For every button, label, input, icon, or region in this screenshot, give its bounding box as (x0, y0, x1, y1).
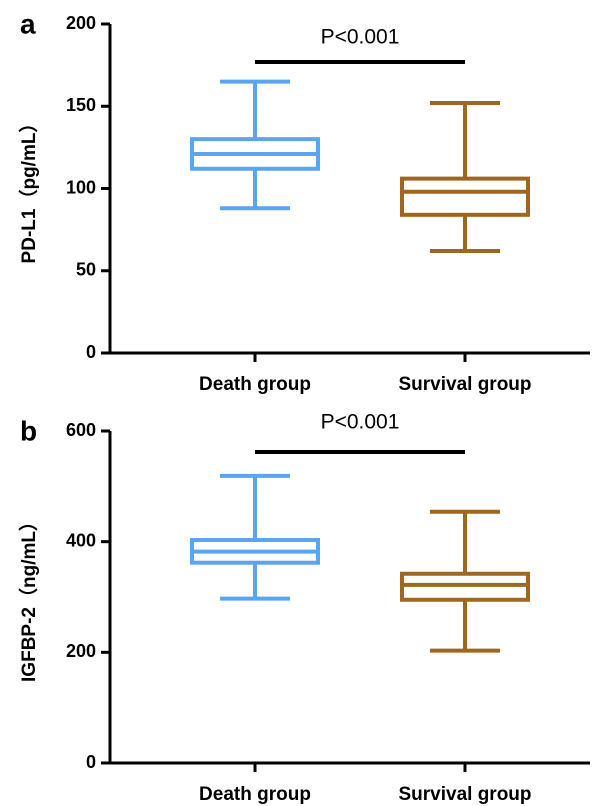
panel-label: a (20, 8, 36, 39)
y-tick-label: 600 (66, 420, 96, 440)
x-tick-label: Survival group (398, 374, 531, 395)
y-axis-label: IGFBP-2（ng/mL） (17, 512, 40, 682)
x-tick-label: Death group (199, 784, 311, 805)
y-tick-label: 50 (76, 260, 96, 280)
y-tick-label: 0 (86, 342, 96, 362)
x-tick-label: Death group (199, 374, 311, 395)
box (400, 176, 530, 217)
y-tick-label: 400 (66, 530, 96, 550)
panel-label: b (20, 415, 37, 446)
x-tick-label: Survival group (398, 784, 531, 805)
annotation: P<0.001 (321, 26, 400, 49)
y-tick-label: 100 (66, 177, 96, 197)
y-tick-label: 200 (66, 641, 96, 661)
y-axis-label: PD-L1（pg/mL） (17, 114, 40, 264)
annotation: P<0.001 (321, 411, 400, 434)
y-tick-label: 0 (86, 752, 96, 772)
y-tick-label: 200 (66, 13, 96, 33)
y-tick-label: 150 (66, 95, 96, 115)
